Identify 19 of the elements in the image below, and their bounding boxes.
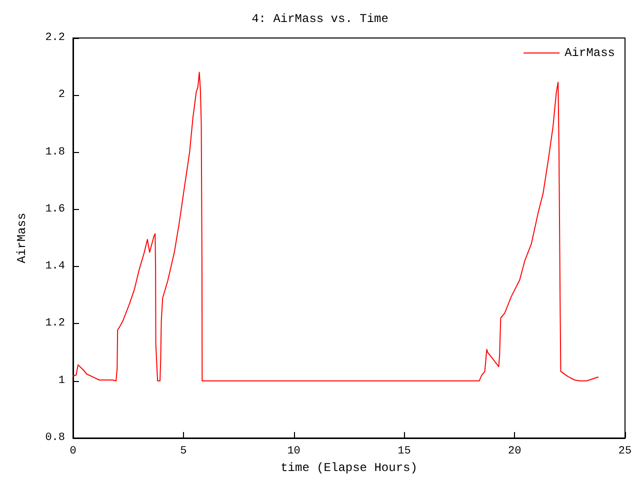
y-tick-label: 1.8 (45, 146, 65, 158)
x-tick-label: 5 (180, 446, 187, 458)
y-tick-label: 1.6 (45, 203, 65, 216)
x-tick-label: 25 (618, 446, 632, 458)
x-axis-title: time (Elapse Hours) (280, 460, 418, 475)
legend-label: AirMass (564, 46, 616, 60)
chart-title: 4: AirMass vs. Time (252, 12, 388, 26)
y-axis-title: AirMass (15, 212, 29, 264)
line-series (72, 72, 599, 382)
x-tick-label: 0 (70, 446, 76, 458)
y-tick-label: 0.8 (45, 432, 65, 444)
x-tick-label: 10 (287, 446, 300, 458)
y-tick-label: 2 (58, 89, 65, 102)
y-tick-label: 1.4 (45, 260, 66, 273)
y-tick-label: 2.2 (45, 32, 65, 44)
y-tick-label: 1 (58, 374, 66, 387)
y-tick-label: 1.2 (45, 318, 65, 330)
x-tick-label: 15 (398, 446, 411, 458)
x-tick-label: 20 (508, 446, 522, 458)
